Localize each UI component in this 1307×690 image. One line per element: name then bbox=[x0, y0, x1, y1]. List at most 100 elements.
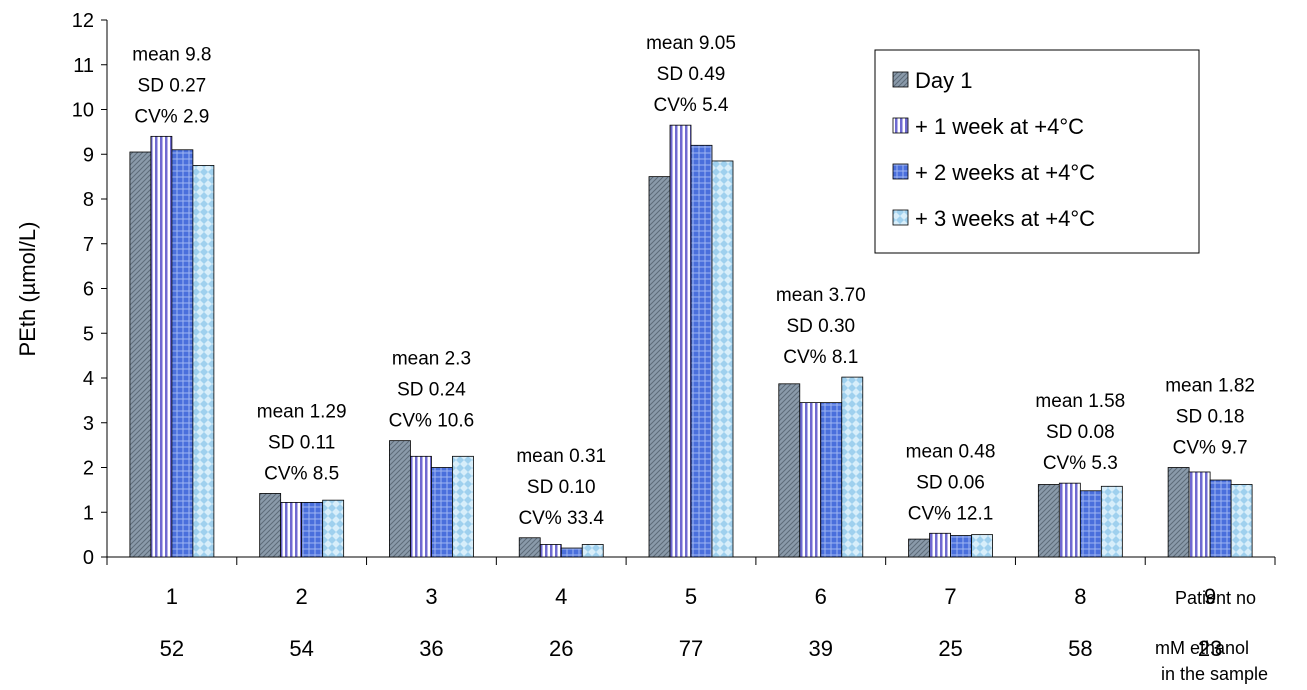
category-axis-label: Patient no bbox=[1175, 588, 1256, 608]
y-tick-label: 0 bbox=[83, 547, 94, 569]
patient-no-label: 5 bbox=[685, 584, 697, 609]
annotation-patient-1: CV% 2.9 bbox=[134, 106, 209, 127]
bar-patient-6-series-3 bbox=[820, 402, 843, 558]
annotation-patient-6: SD 0.30 bbox=[786, 316, 855, 337]
annotation-patient-9: CV% 9.7 bbox=[1173, 438, 1248, 459]
annotation-patient-8: SD 0.08 bbox=[1046, 422, 1115, 443]
legend-entry: + 1 week at +4°C bbox=[915, 114, 1084, 139]
bar-patient-9-series-3 bbox=[1209, 479, 1232, 558]
bar-patient-2-series-3 bbox=[301, 502, 324, 558]
legend-swatch bbox=[892, 117, 909, 134]
bar-patient-6-series-1 bbox=[778, 383, 801, 558]
annotation-patient-9: SD 0.18 bbox=[1176, 407, 1245, 428]
annotation-patient-2: mean 1.29 bbox=[257, 401, 347, 422]
bar-patient-4-series-4 bbox=[581, 544, 604, 558]
bar-patient-1-series-2 bbox=[150, 135, 173, 558]
bar-patient-5-series-4 bbox=[711, 160, 734, 558]
annotation-patient-6: CV% 8.1 bbox=[783, 347, 858, 368]
annotation-patient-4: CV% 33.4 bbox=[518, 508, 604, 529]
annotations: mean 9.8 SD 0.27 CV% 2.9 mean 1.29 SD 0.11 CV… bbox=[132, 33, 1255, 529]
annotation-patient-3: CV% 10.6 bbox=[389, 411, 475, 432]
annotation-patient-8: mean 1.58 bbox=[1035, 391, 1125, 412]
legend-swatch bbox=[892, 71, 909, 88]
legend-swatch bbox=[892, 163, 909, 180]
bar-patient-3-series-2 bbox=[410, 455, 432, 558]
bar-patient-9-series-4 bbox=[1230, 484, 1253, 558]
patient-no-label: 7 bbox=[944, 584, 956, 609]
bar-patient-7-series-3 bbox=[950, 535, 972, 558]
annotation-patient-3: mean 2.3 bbox=[392, 349, 471, 370]
x-axis bbox=[106, 556, 1276, 565]
patient-no-label: 6 bbox=[815, 584, 827, 609]
ethanol-value-label: 58 bbox=[1068, 636, 1092, 661]
annotation-patient-4: mean 0.31 bbox=[516, 446, 606, 467]
bar-patient-2-series-2 bbox=[280, 502, 303, 558]
bar-patient-1-series-4 bbox=[192, 165, 215, 558]
patient-no-label: 4 bbox=[555, 584, 567, 609]
annotation-patient-7: CV% 12.1 bbox=[908, 503, 994, 524]
ethanol-value-label: 39 bbox=[809, 636, 833, 661]
y-tick-label: 3 bbox=[83, 413, 94, 435]
bar-patient-4-series-1 bbox=[518, 537, 541, 558]
bar-patient-8-series-4 bbox=[1100, 485, 1123, 558]
bar-patient-8-series-1 bbox=[1037, 484, 1060, 558]
bar-patient-4-series-3 bbox=[560, 547, 583, 558]
y-tick-label: 6 bbox=[83, 279, 94, 301]
bar-patient-7-series-2 bbox=[929, 532, 951, 558]
annotation-patient-9: mean 1.82 bbox=[1165, 376, 1255, 397]
annotation-patient-2: SD 0.11 bbox=[268, 432, 335, 453]
bar-patient-7-series-1 bbox=[908, 538, 930, 558]
bar-patient-7-series-4 bbox=[971, 534, 993, 558]
legend-entry: Day 1 bbox=[915, 68, 972, 93]
bar-patient-5-series-3 bbox=[690, 144, 713, 558]
legend-entry: + 2 weeks at +4°C bbox=[915, 160, 1095, 185]
bar-patient-2-series-4 bbox=[322, 499, 345, 558]
y-tick-label: 4 bbox=[83, 368, 94, 390]
bar-patient-2-series-1 bbox=[259, 493, 282, 558]
annotation-patient-4: SD 0.10 bbox=[527, 477, 596, 498]
legend-swatch bbox=[892, 209, 909, 226]
bar-patient-3-series-1 bbox=[389, 440, 411, 558]
bar-patient-8-series-2 bbox=[1058, 482, 1081, 558]
annotation-patient-5: SD 0.49 bbox=[657, 64, 726, 85]
bar-patient-3-series-3 bbox=[431, 467, 453, 558]
bars bbox=[129, 124, 1253, 558]
second-row-label-line2: in the sample bbox=[1161, 664, 1268, 684]
annotation-patient-6: mean 3.70 bbox=[776, 285, 866, 306]
annotation-patient-5: mean 9.05 bbox=[646, 33, 736, 54]
annotation-patient-5: CV% 5.4 bbox=[654, 95, 729, 116]
patient-no-label: 8 bbox=[1074, 584, 1086, 609]
ethanol-value-label: 52 bbox=[160, 636, 184, 661]
bar-patient-3-series-4 bbox=[452, 455, 474, 558]
bar-patient-4-series-2 bbox=[539, 544, 562, 558]
y-tick-label: 9 bbox=[83, 144, 94, 166]
y-tick-label: 12 bbox=[72, 10, 94, 32]
legend-entry: + 3 weeks at +4°C bbox=[915, 206, 1095, 231]
y-tick-label: 2 bbox=[83, 458, 94, 480]
bar-patient-5-series-2 bbox=[669, 124, 692, 558]
ethanol-value-label: 23 bbox=[1198, 636, 1222, 661]
annotation-patient-8: CV% 5.3 bbox=[1043, 453, 1118, 474]
y-tick-label: 10 bbox=[72, 100, 94, 122]
y-tick-label: 5 bbox=[83, 323, 94, 345]
y-tick-label: 7 bbox=[83, 234, 94, 256]
bar-patient-6-series-2 bbox=[799, 402, 822, 558]
patient-no-label: 3 bbox=[425, 584, 437, 609]
patient-no-label: 9 bbox=[1204, 584, 1216, 609]
bar-patient-5-series-1 bbox=[648, 176, 671, 558]
annotation-patient-3: SD 0.24 bbox=[397, 380, 466, 401]
annotation-patient-7: mean 0.48 bbox=[906, 441, 996, 462]
annotation-patient-7: SD 0.06 bbox=[916, 472, 985, 493]
annotation-patient-1: SD 0.27 bbox=[138, 75, 207, 96]
y-axis-title: PEth (µmol/L) bbox=[15, 222, 40, 357]
bar-patient-9-series-2 bbox=[1188, 471, 1211, 558]
legend: Day 1 + 1 week at +4°C + 2 weeks at +4°C + … bbox=[874, 49, 1200, 254]
bar-patient-8-series-3 bbox=[1079, 490, 1102, 558]
patient-no-label: 2 bbox=[296, 584, 308, 609]
category-labels: 1 52 2 54 3 36 4 26 5 77 6 39 7 25 8 58 9 23 bbox=[160, 584, 1223, 661]
bar-patient-1-series-1 bbox=[129, 151, 152, 558]
second-row-label-line1: mM ethanol bbox=[1155, 638, 1249, 658]
bar-patient-9-series-1 bbox=[1167, 467, 1190, 558]
